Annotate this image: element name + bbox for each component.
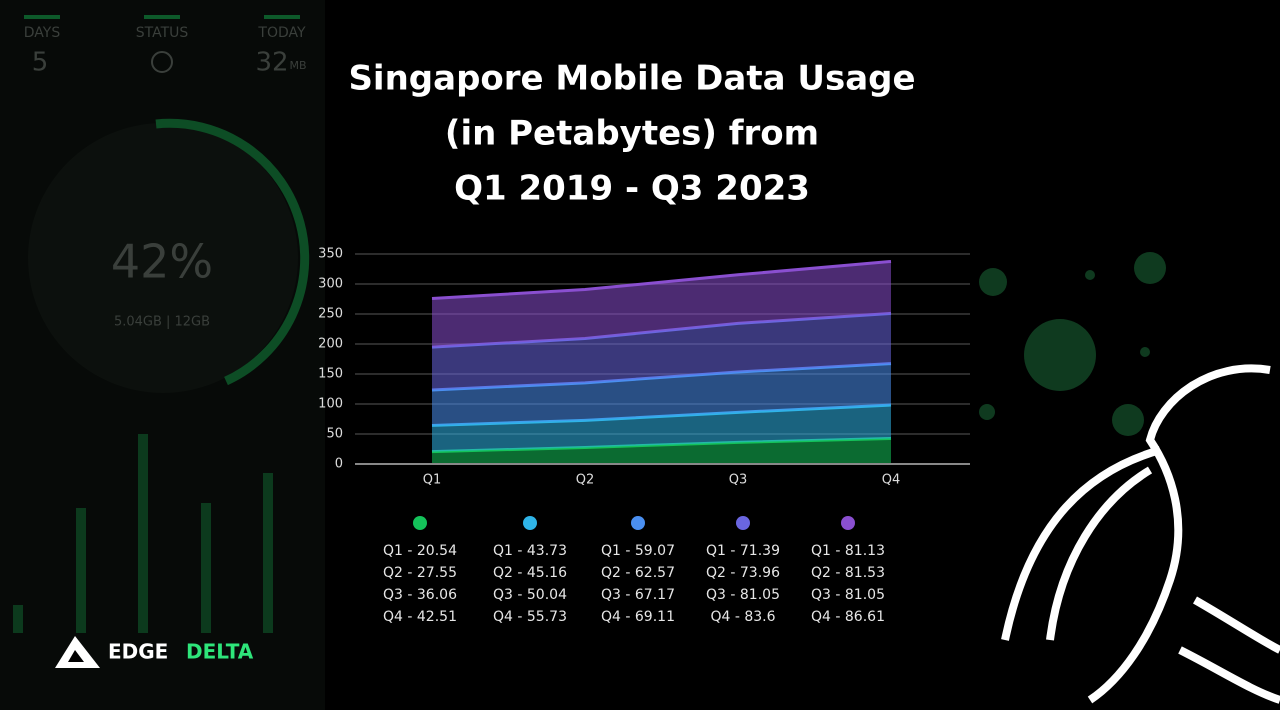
y-tick-label: 350 [318,247,343,262]
merlion-decoration [1001,364,1280,704]
x-tick-label: Q1 [423,473,442,488]
legend-dot [413,516,427,530]
legend-value: Q4 - 83.6 [710,609,775,625]
legend-value: Q1 - 71.39 [706,543,780,559]
legend-value: Q1 - 20.54 [383,543,457,559]
legend-dot [523,516,537,530]
legend-value: Q2 - 62.57 [601,565,675,581]
legend-value: Q2 - 27.55 [383,565,457,581]
phone-value: 5 [32,48,49,78]
phone-usage: 5.04GB | 12GB [114,315,210,330]
legend-value: Q1 - 43.73 [493,543,567,559]
x-tick-label: Q2 [576,473,595,488]
brand: DELTA [186,640,254,664]
phone-label: STATUS [136,25,189,41]
legend-value: Q1 - 81.13 [811,543,885,559]
y-tick-label: 150 [318,367,343,382]
phone-percent: 42% [111,235,213,289]
legend-value: Q2 - 73.96 [706,565,780,581]
legend-value: Q2 - 81.53 [811,565,885,581]
legend-value: Q3 - 50.04 [493,587,567,603]
legend-value: Q1 - 59.07 [601,543,675,559]
area [432,405,891,452]
y-tick-label: 100 [318,397,343,412]
x-tick-label: Q4 [882,473,901,488]
area [432,363,891,426]
x-tick-label: Q3 [729,473,748,488]
legend-value: Q3 - 81.05 [706,587,780,603]
virus-decoration [979,252,1166,436]
chart-title: Singapore Mobile Data Usage [348,59,915,99]
chart-title: (in Petabytes) from [445,114,819,154]
brand: EDGE [108,640,168,664]
phone-label: DAYS [24,25,61,41]
chart-title: Q1 2019 - Q3 2023 [454,169,810,209]
legend-value: Q4 - 42.51 [383,609,457,625]
legend-value: Q4 - 55.73 [493,609,567,625]
phone-value: 32 [255,48,288,78]
legend-value: Q2 - 45.16 [493,565,567,581]
legend-value: Q3 - 36.06 [383,587,457,603]
legend-value: Q3 - 67.17 [601,587,675,603]
phone-decoration [13,15,310,668]
area [432,313,891,390]
area-edge [431,259,892,300]
area [432,261,891,348]
y-tick-label: 200 [318,337,343,352]
y-tick-label: 0 [335,457,343,472]
phone-label: TODAY [257,25,306,41]
legend-value: Q3 - 81.05 [811,587,885,603]
legend-dot [631,516,645,530]
legend-dot [841,516,855,530]
y-tick-label: 50 [326,427,343,442]
y-tick-label: 300 [318,277,343,292]
legend-value: Q4 - 86.61 [811,609,885,625]
legend-value: Q4 - 69.11 [601,609,675,625]
area [432,438,891,464]
legend-dot [736,516,750,530]
y-tick-label: 250 [318,307,343,322]
phone-unit: MB [289,59,306,72]
